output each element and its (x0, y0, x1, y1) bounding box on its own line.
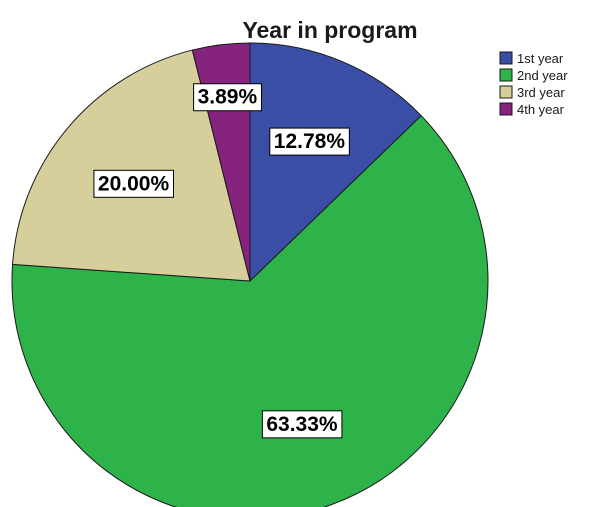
slice-label-box (93, 169, 174, 198)
slice-label-text: 20.00% (98, 172, 170, 195)
legend-swatch (499, 51, 513, 65)
slice-label-box (193, 83, 262, 112)
legend-item-3rd-year: 3rd year (499, 85, 565, 100)
legend-label: 1st year (517, 51, 564, 66)
slice-label-text: 3.89% (198, 86, 258, 109)
slice-label-text: 12.78% (274, 130, 346, 153)
slice-label-2nd-year: 63.33% (261, 410, 343, 439)
chart-title: Year in program (242, 17, 417, 43)
legend-label: 3rd year (517, 85, 565, 100)
legend-label: 2nd year (517, 68, 568, 83)
slice-label-3rd-year: 20.00% (93, 169, 174, 198)
legend-item-2nd-year: 2nd year (499, 68, 568, 83)
slice-label-4th-year: 3.89% (193, 83, 262, 112)
legend-swatch (499, 68, 513, 82)
legend-swatch (499, 85, 513, 99)
slice-label-box (269, 127, 350, 156)
legend: 1st year 2nd year 3rd year 4th year (499, 51, 568, 117)
legend-label: 4th year (517, 102, 565, 117)
slice-label-text: 63.33% (266, 413, 338, 436)
legend-item-1st-year: 1st year (499, 51, 564, 66)
slice-label-box (261, 410, 343, 439)
pie-slices (11, 42, 489, 507)
slice-label-1st-year: 12.78% (269, 127, 350, 156)
legend-item-4th-year: 4th year (499, 102, 565, 117)
pie-slice-3rd-year (12, 49, 251, 282)
pie-slice-1st-year (249, 42, 422, 283)
legend-swatch (499, 102, 513, 116)
pie-slice-labels: 12.78% 63.33% 20.00% 3.89% (93, 83, 350, 439)
pie-slice-2nd-year (11, 114, 489, 507)
